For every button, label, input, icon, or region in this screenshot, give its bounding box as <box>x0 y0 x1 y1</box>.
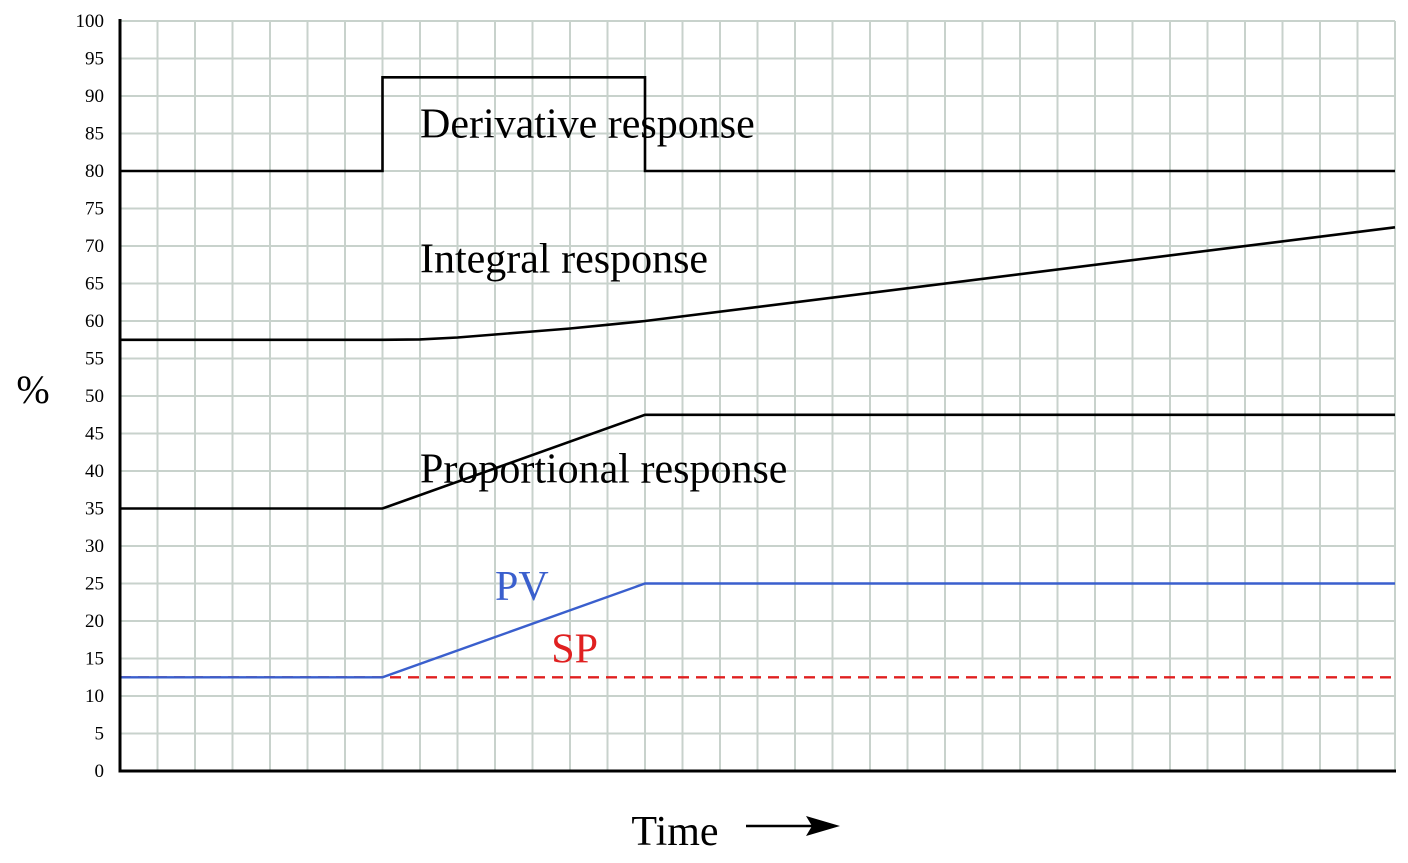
y-tick-label: 95 <box>85 49 104 70</box>
chart-grid <box>119 20 1396 772</box>
y-tick-label: 90 <box>85 86 104 107</box>
y-tick-label: 0 <box>95 761 105 782</box>
y-tick-label: 30 <box>85 536 104 557</box>
y-tick-label: 75 <box>85 199 104 220</box>
x-axis-arrow-icon <box>746 816 840 836</box>
y-tick-labels: 0 5 10 15 20 25 30 35 40 45 50 55 60 65 70 75 80 85 90 95 10… <box>76 11 105 782</box>
y-tick-label: 80 <box>85 161 104 182</box>
annotation-sp: SP <box>551 626 598 672</box>
y-tick-label: 5 <box>95 724 105 745</box>
x-axis-label: Time <box>631 809 718 855</box>
y-tick-label: 15 <box>85 649 104 670</box>
series-line-proportional <box>120 413 1395 510</box>
chart-annotations: Derivative response Integral response Prop… <box>420 101 787 672</box>
series-line-derivative <box>120 76 1395 173</box>
y-tick-label: 25 <box>85 574 104 595</box>
y-tick-label: 50 <box>85 386 104 407</box>
y-tick-label: 100 <box>76 11 105 32</box>
annotation-derivative: Derivative response <box>420 101 755 147</box>
series-line-pv <box>120 582 1395 679</box>
chart-series <box>120 76 1396 679</box>
y-axis-label: % <box>16 367 49 412</box>
y-tick-label: 85 <box>85 124 104 145</box>
y-tick-label: 40 <box>85 461 104 482</box>
series-line-integral <box>120 226 1396 342</box>
y-tick-label: 70 <box>85 236 104 257</box>
annotation-pv: PV <box>495 564 549 610</box>
y-tick-label: 10 <box>85 686 104 707</box>
y-tick-label: 45 <box>85 424 104 445</box>
y-tick-label: 60 <box>85 311 104 332</box>
y-tick-label: 55 <box>85 349 104 370</box>
y-tick-label: 20 <box>85 611 104 632</box>
annotation-integral: Integral response <box>420 236 708 282</box>
chart-axes <box>118 19 1396 773</box>
y-tick-label: 65 <box>85 274 104 295</box>
annotation-proportional: Proportional response <box>420 446 787 492</box>
y-tick-label: 35 <box>85 499 104 520</box>
